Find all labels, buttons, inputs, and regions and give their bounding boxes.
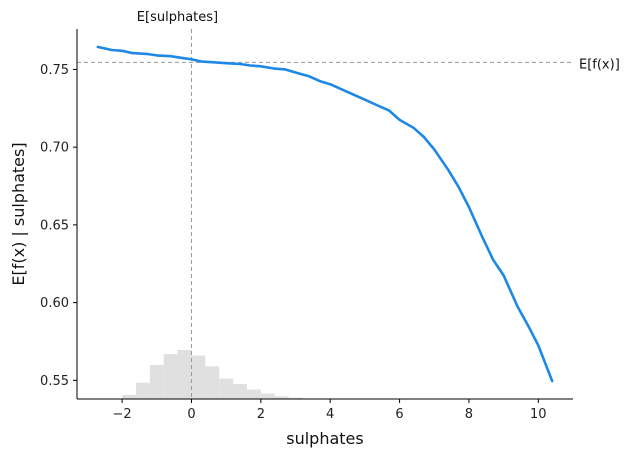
axes — [73, 29, 573, 403]
reference-lines — [77, 29, 573, 399]
histogram-bar — [122, 394, 136, 399]
histogram-bar — [260, 393, 275, 399]
histogram-bar — [191, 355, 206, 399]
feature-histogram — [122, 350, 303, 399]
histogram-bar — [135, 382, 150, 399]
histogram-bar — [233, 384, 247, 399]
mean-sulphates-label: E[sulphates] — [137, 10, 218, 25]
histogram-bar — [177, 350, 192, 399]
x-axis-label: sulphates — [286, 429, 363, 448]
y-tick-label: 0.60 — [40, 296, 69, 311]
x-tick-label: 10 — [530, 407, 547, 422]
histogram-bar — [274, 396, 289, 399]
x-tick-label: 2 — [257, 407, 265, 422]
y-axis-label: E[f(x) | sulphates] — [9, 142, 28, 285]
tick-labels: −2 0 2 4 6 8 10 0.55 0.60 0.65 0.70 0.75 — [40, 63, 547, 422]
histogram-bar — [163, 354, 178, 399]
y-tick-label: 0.55 — [40, 374, 69, 389]
line-series — [96, 45, 554, 383]
histogram-bar — [205, 366, 220, 399]
histogram-bar — [149, 364, 164, 399]
y-tick-label: 0.70 — [40, 141, 69, 156]
x-tick-label: 4 — [326, 407, 334, 422]
x-tick-label: −2 — [113, 407, 132, 422]
x-tick-label: 8 — [465, 407, 473, 422]
x-tick-label: 6 — [395, 407, 403, 422]
histogram-bar — [219, 378, 234, 399]
y-tick-label: 0.75 — [40, 63, 69, 78]
expected-value-label: E[f(x)] — [579, 57, 620, 72]
y-tick-label: 0.65 — [40, 218, 69, 233]
x-tick-label: 0 — [187, 407, 195, 422]
histogram-bar — [288, 397, 303, 399]
histogram-bar — [246, 389, 261, 399]
dependence-line — [96, 45, 554, 383]
